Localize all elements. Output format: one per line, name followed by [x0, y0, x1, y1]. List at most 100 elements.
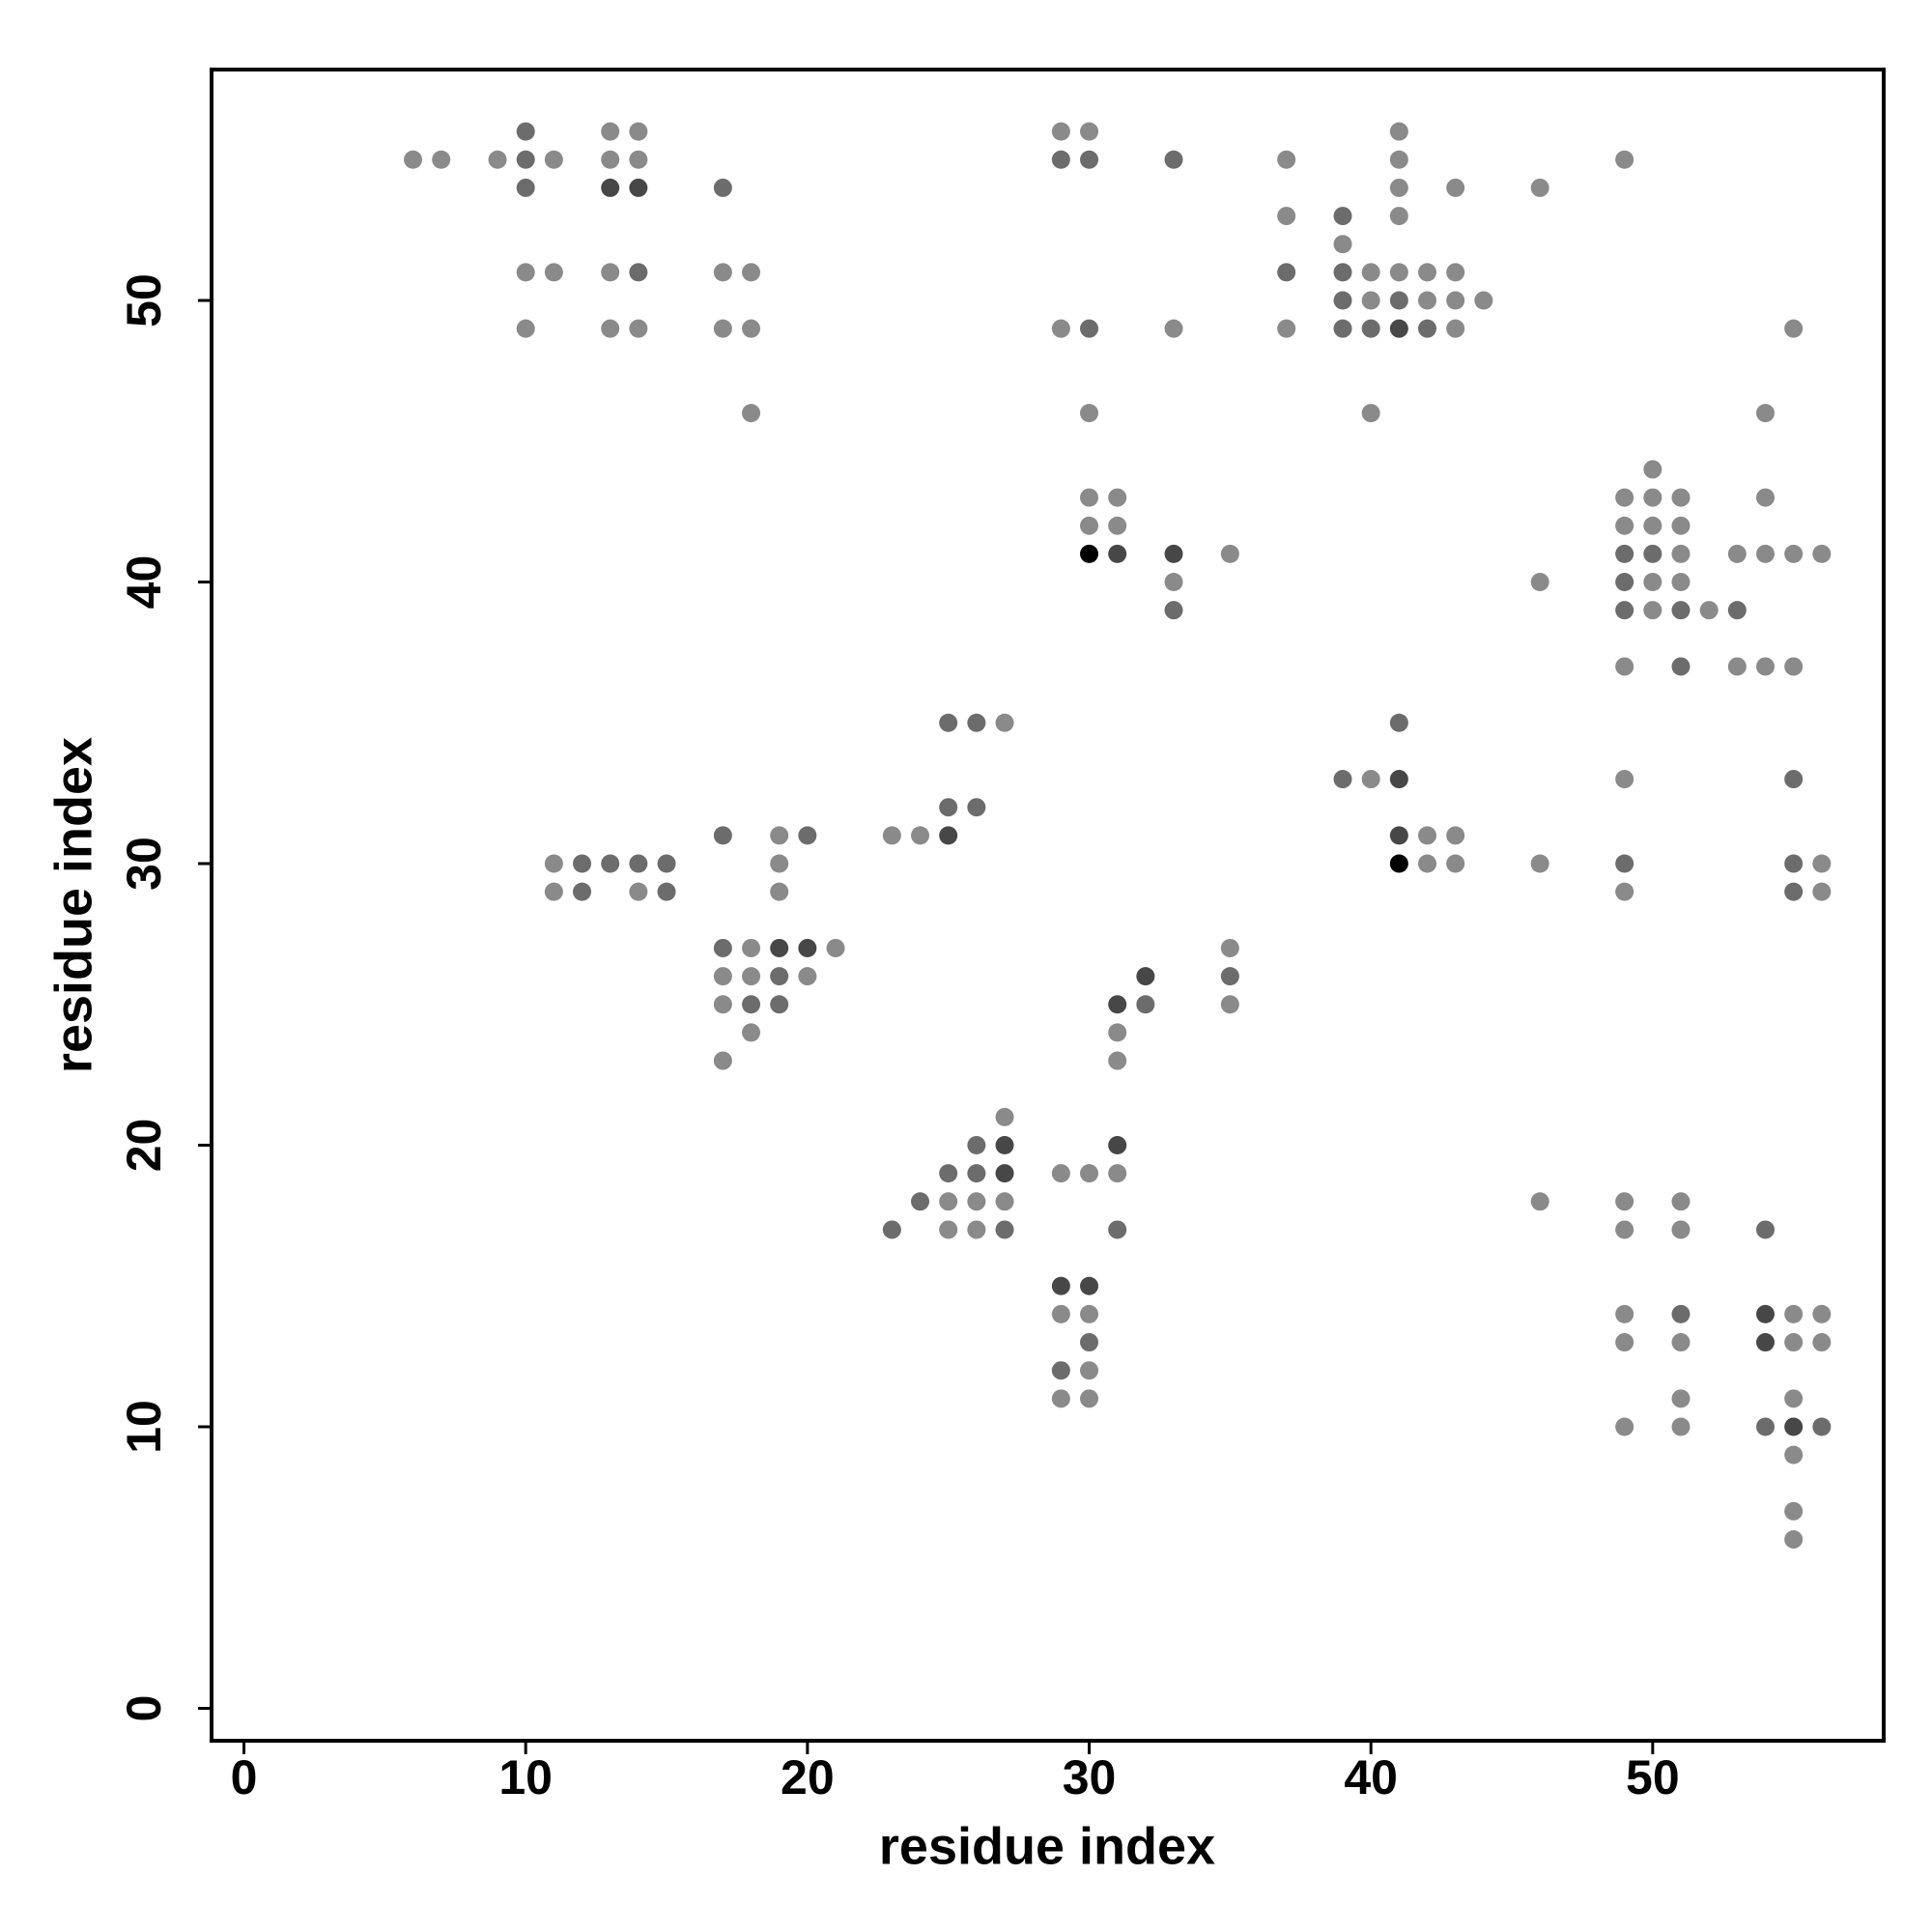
point: [1333, 235, 1352, 254]
point: [1727, 657, 1747, 676]
point: [911, 826, 930, 845]
point: [1418, 854, 1437, 873]
point: [1389, 122, 1408, 141]
point: [995, 1107, 1014, 1126]
point: [1418, 291, 1437, 310]
point: [1756, 1304, 1776, 1323]
point: [1615, 150, 1634, 169]
point: [770, 938, 789, 957]
point: [1812, 544, 1832, 563]
point: [770, 995, 789, 1014]
point: [1080, 1333, 1099, 1352]
point: [995, 1192, 1014, 1211]
point: [1080, 1389, 1099, 1408]
point: [939, 1192, 958, 1211]
point: [1446, 319, 1465, 338]
point: [995, 1164, 1014, 1183]
point: [1727, 601, 1747, 620]
point: [1784, 1304, 1804, 1323]
point: [1812, 854, 1832, 873]
point: [1389, 713, 1408, 732]
plot-frame: [210, 68, 1886, 1743]
y-tick-label: 40: [117, 555, 171, 610]
point: [629, 319, 648, 338]
point: [1671, 1220, 1690, 1239]
point: [995, 1135, 1014, 1154]
point: [713, 263, 732, 282]
point: [1333, 770, 1352, 789]
point: [713, 938, 732, 957]
point: [1051, 1276, 1070, 1295]
point: [1080, 122, 1099, 141]
point: [516, 122, 535, 141]
point: [1108, 1220, 1127, 1239]
point: [1643, 573, 1662, 592]
point: [1671, 601, 1690, 620]
point: [1671, 1192, 1690, 1211]
point: [1671, 1333, 1690, 1352]
point: [995, 1220, 1014, 1239]
point: [911, 1192, 930, 1211]
point: [713, 826, 732, 845]
point: [1615, 770, 1634, 789]
point: [1389, 770, 1408, 789]
point: [1530, 573, 1549, 592]
point: [713, 967, 732, 986]
point: [967, 1192, 986, 1211]
point: [1446, 826, 1465, 845]
point: [1643, 488, 1662, 507]
point: [488, 150, 507, 169]
point: [939, 1220, 958, 1239]
point: [1784, 1417, 1804, 1436]
point: [1671, 1304, 1690, 1323]
point: [1615, 1304, 1634, 1323]
point: [1051, 150, 1070, 169]
point: [1671, 488, 1690, 507]
point: [1080, 1361, 1099, 1380]
point: [1784, 1530, 1804, 1549]
point: [1699, 601, 1719, 620]
point: [967, 713, 986, 732]
point: [1389, 150, 1408, 169]
point: [1164, 573, 1183, 592]
point: [516, 263, 535, 282]
point: [798, 938, 817, 957]
point: [1615, 573, 1634, 592]
point: [1080, 516, 1099, 535]
point: [516, 150, 535, 169]
point: [1446, 854, 1465, 873]
point: [1812, 1333, 1832, 1352]
point: [629, 150, 648, 169]
point: [1080, 1164, 1099, 1183]
point: [1108, 1023, 1127, 1042]
point: [1389, 178, 1408, 197]
point: [1277, 150, 1296, 169]
point: [1812, 882, 1832, 901]
x-tick-label: 50: [1626, 1750, 1680, 1804]
point: [629, 178, 648, 197]
point: [1080, 1304, 1099, 1323]
point: [1136, 995, 1155, 1014]
point: [601, 319, 620, 338]
point: [1108, 544, 1127, 563]
point: [1361, 770, 1380, 789]
point: [629, 854, 648, 873]
point: [967, 798, 986, 817]
point: [1108, 488, 1127, 507]
point: [544, 263, 563, 282]
point: [1080, 488, 1099, 507]
point: [573, 854, 592, 873]
point: [544, 150, 563, 169]
point: [1756, 1220, 1776, 1239]
point: [1446, 178, 1465, 197]
point: [1333, 291, 1352, 310]
point: [1615, 1417, 1634, 1436]
point: [1418, 263, 1437, 282]
point: [1051, 1389, 1070, 1408]
point: [1080, 319, 1099, 338]
point: [1671, 573, 1690, 592]
y-tick-label: 20: [117, 1119, 171, 1173]
y-tick-label: 30: [117, 837, 171, 891]
point: [1671, 1389, 1690, 1408]
point: [967, 1135, 986, 1154]
